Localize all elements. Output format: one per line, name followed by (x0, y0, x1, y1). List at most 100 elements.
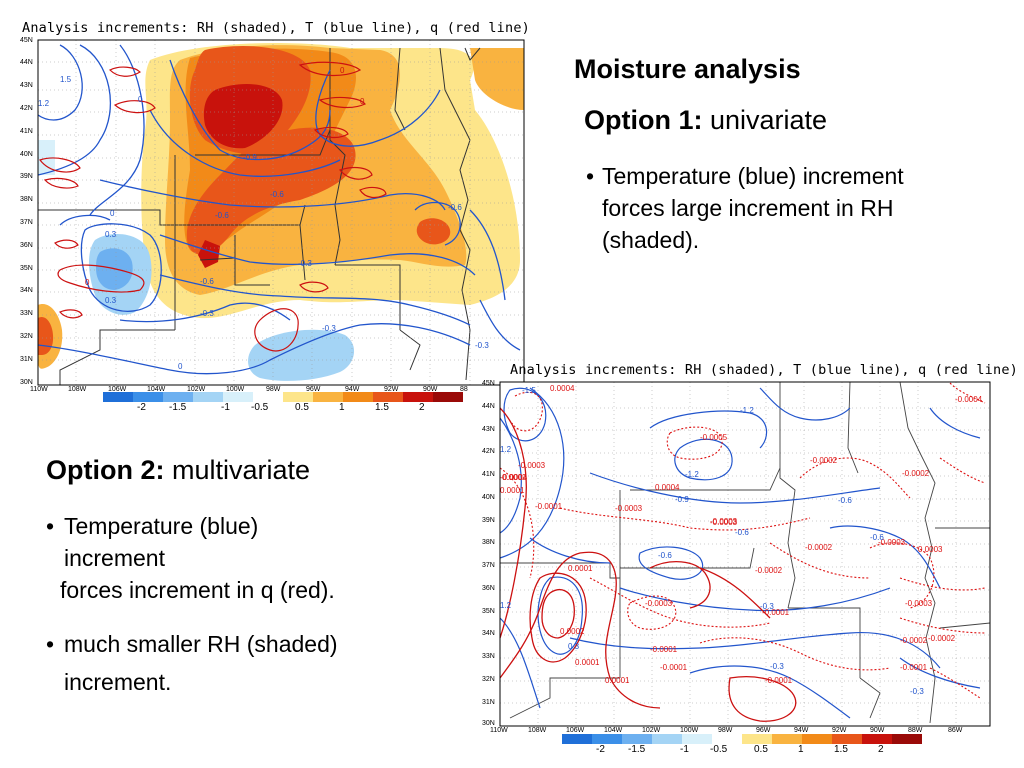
option1-label: Option 1: (584, 105, 703, 135)
map1-contour-label: 0.3 (105, 296, 117, 305)
map2-contour-label: -0.0001 (765, 676, 793, 685)
map2-lon-label: 92W (832, 727, 847, 734)
map2-colorbar-label: 1.5 (834, 744, 848, 755)
map1-title: Analysis increments: RH (shaded), T (blu… (22, 20, 530, 36)
map2-contour-label: 0.0001 (500, 486, 525, 495)
map2-colorbar-label: 0.5 (754, 744, 768, 755)
map2-colorbar-swatch (652, 734, 682, 744)
map2-colorbar-swatch (892, 734, 922, 744)
map2-contour-label: -0.6 (658, 551, 672, 560)
map1-contour-label: 0 (178, 362, 183, 371)
map2-lon-label: 86W (948, 727, 963, 734)
map1-lat-label: 33N (20, 310, 33, 317)
map2-contour-label: -0.0003 (710, 517, 738, 526)
map2-contour-label: 1.2 (500, 601, 512, 610)
map1-contour-label: 0 (85, 278, 90, 287)
map1-colorbar-swatch (373, 392, 403, 402)
map1-contour-label: 0 (340, 66, 345, 75)
map2-contour-label: -0.0005 (700, 433, 728, 442)
map1-grid (38, 40, 524, 385)
map1-contour-label: -0.3 (475, 341, 489, 350)
map2-contour-label: 0.0002 (502, 473, 527, 482)
map1-lat-label: 34N (20, 287, 33, 294)
map2-contour-label: -1.5 (522, 386, 536, 395)
map1-colorbar-label: 0.5 (295, 402, 309, 413)
map2-contour-label: 0.0001 (605, 676, 630, 685)
map1-contour-label: -0.3 (322, 324, 336, 333)
map1-lat-label: 37N (20, 219, 33, 226)
map2-lat-label: 30N (482, 720, 495, 727)
map1-lat-label: 32N (20, 333, 33, 340)
map2-colorbar-label: -2 (596, 744, 605, 755)
map2-lat-label: 32N (482, 676, 495, 683)
map2-temperature-contours (499, 387, 981, 719)
map1-lon-label: 94W (345, 386, 360, 393)
map1-contour-label: -0.9 (243, 153, 257, 162)
map2-lon-axis: 110W 108W 106W 104W 102W 100W 98W 96W 94… (490, 727, 990, 737)
map1-lon-label: 100W (226, 386, 245, 393)
map1-lon-label: 106W (108, 386, 127, 393)
option2-bullet-1: • Temperature (blue) increment forces in… (46, 510, 446, 606)
map2-lat-label: 44N (482, 403, 495, 410)
map1-colorbar (103, 392, 463, 402)
map2-frame (499, 381, 991, 727)
map2-colorbar-swatch (832, 734, 862, 744)
map2-lat-label: 42N (482, 448, 495, 455)
map2-contour-label: 0.0003 (918, 545, 943, 554)
map1-colorbar-label: 2 (419, 402, 425, 413)
map2-lon-label: 100W (680, 727, 699, 734)
map1-lon-label: 96W (306, 386, 321, 393)
option2-type: multivariate (172, 455, 311, 485)
map2-contour-label: 0.0001 (568, 564, 593, 573)
map2-humidity-solid (499, 407, 797, 722)
map2-lon-label: 106W (566, 727, 585, 734)
map2-lat-label: 40N (482, 494, 495, 501)
map1-lat-label: 45N (20, 37, 33, 44)
map1-colorbar-label: -0.5 (251, 402, 269, 413)
option2-heading: Option 2: multivariate (46, 455, 310, 486)
map2-background (500, 382, 990, 726)
option2-label: Option 2: (46, 455, 165, 485)
map2-humidity-dashed (499, 382, 986, 699)
map2-colorbar-swatch (802, 734, 832, 744)
map2-contour-label: 0.0004 (655, 483, 680, 492)
map2-lat-label: 45N (482, 380, 495, 387)
option2-bullet-1-line3: forces increment in q (red). (60, 577, 335, 603)
bullet-marker: • (46, 631, 55, 657)
map2-colorbar-swatch (742, 734, 772, 744)
map2-lon-label: 102W (642, 727, 661, 734)
map2-contour-label: -0.0001 (762, 608, 790, 617)
map2-colorbar-labels: -2 -1.5 -1 -0.5 0.5 1 1.5 2 (562, 744, 922, 756)
map1-contour-label: 0.3 (105, 230, 117, 239)
map2-colorbar-label: -0.5 (710, 744, 728, 755)
map2-contour-label: -0.0003 (710, 518, 738, 527)
map2-lat-label: 33N (482, 653, 495, 660)
map1-lat-label: 44N (20, 59, 33, 66)
map2-lon-label: 110W (490, 727, 508, 734)
map1-lon-label: 92W (384, 386, 399, 393)
map2-lat-label: 43N (482, 426, 495, 433)
map2-lat-label: 35N (482, 608, 495, 615)
map2-contour-label: -0.6 (870, 533, 884, 542)
map2-contour-label: -0.0002 (900, 636, 928, 645)
map1-contour-label: 0 (138, 95, 143, 104)
map2-contour-label: -0.0004 (500, 473, 528, 482)
map2-state-boundaries (500, 381, 991, 724)
map1-contour-label: -0.6 (448, 203, 462, 212)
option2-bullet-2-line1: much smaller RH (shaded) (64, 631, 338, 657)
map2-colorbar-swatch (682, 734, 712, 744)
slide-title: Moisture analysis (574, 54, 801, 84)
map2-colorbar-swatch (592, 734, 622, 744)
option1-type: univariate (710, 105, 828, 135)
map1-lon-label: 102W (187, 386, 206, 393)
map2-contour-labels: -1.5 0.0004 1.2 -1.2 -0.0005 -1.2 -0.000… (500, 384, 983, 696)
map2-contour-label: 0.3 (568, 642, 580, 651)
map2-colorbar-swatch (862, 734, 892, 744)
map1-contour-label: 0 (110, 209, 115, 218)
map2-colorbar-swatch (562, 734, 592, 744)
map1-colorbar-label: 1 (339, 402, 345, 413)
map2-contour-label: -0.0002 (805, 543, 833, 552)
map2-lat-label: 39N (482, 517, 495, 524)
map1-lat-label: 38N (20, 196, 33, 203)
map2-colorbar-label: 2 (878, 744, 884, 755)
